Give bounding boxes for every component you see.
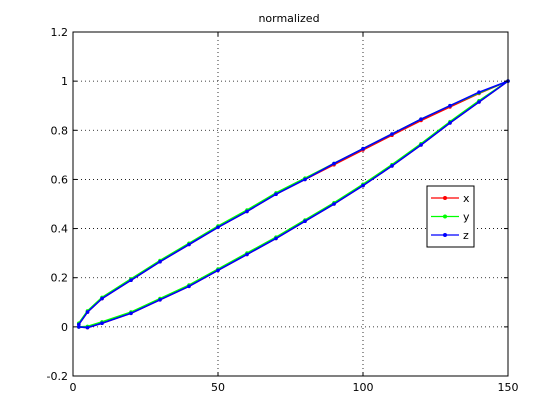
legend: xyz bbox=[427, 186, 474, 247]
data-point-z bbox=[86, 326, 90, 330]
data-point-z bbox=[77, 323, 81, 327]
y-tick-label: 1.2 bbox=[51, 26, 69, 39]
y-tick-label: 0 bbox=[61, 321, 68, 334]
data-point-z bbox=[245, 253, 249, 257]
y-tick-label: 0.6 bbox=[51, 173, 69, 186]
legend-label-y: y bbox=[463, 211, 470, 224]
y-tick-label: -0.2 bbox=[47, 370, 68, 383]
data-point-z bbox=[245, 210, 249, 214]
data-point-z bbox=[216, 226, 220, 230]
x-tick-label: 0 bbox=[70, 381, 77, 394]
data-point-z bbox=[361, 184, 365, 188]
y-tick-label: 0.4 bbox=[51, 223, 69, 236]
data-point-z bbox=[100, 321, 104, 325]
data-point-z bbox=[86, 310, 90, 314]
x-tick-label: 150 bbox=[498, 381, 519, 394]
data-point-z bbox=[129, 278, 133, 282]
data-point-z bbox=[100, 297, 104, 301]
data-point-z bbox=[158, 298, 162, 302]
data-point-z bbox=[187, 285, 191, 289]
legend-label-z: z bbox=[463, 229, 469, 242]
data-point-z bbox=[448, 121, 452, 125]
data-point-z bbox=[158, 260, 162, 264]
x-tick-label: 100 bbox=[353, 381, 374, 394]
legend-marker-x bbox=[443, 196, 447, 200]
data-point-z bbox=[129, 312, 133, 316]
legend-label-x: x bbox=[463, 192, 470, 205]
data-point-z bbox=[448, 104, 452, 108]
y-tick-label: 0.8 bbox=[51, 124, 69, 137]
data-point-z bbox=[390, 164, 394, 168]
data-point-z bbox=[332, 202, 336, 206]
data-point-z bbox=[187, 243, 191, 247]
x-tick-label: 50 bbox=[211, 381, 225, 394]
data-point-z bbox=[477, 100, 481, 104]
y-tick-label: 1 bbox=[61, 75, 68, 88]
y-tick-label: 0.2 bbox=[51, 272, 69, 285]
legend-marker-y bbox=[443, 215, 447, 219]
data-point-z bbox=[303, 219, 307, 223]
data-point-z bbox=[303, 178, 307, 182]
data-point-z bbox=[390, 132, 394, 136]
data-point-z bbox=[274, 237, 278, 241]
data-point-z bbox=[419, 143, 423, 147]
data-point-z bbox=[332, 162, 336, 166]
chart-title: normalized bbox=[258, 12, 319, 25]
data-point-z bbox=[361, 147, 365, 151]
data-point-z bbox=[216, 269, 220, 273]
legend-marker-z bbox=[443, 233, 447, 237]
data-point-z bbox=[477, 90, 481, 94]
data-point-z bbox=[419, 117, 423, 121]
data-point-z bbox=[274, 192, 278, 196]
